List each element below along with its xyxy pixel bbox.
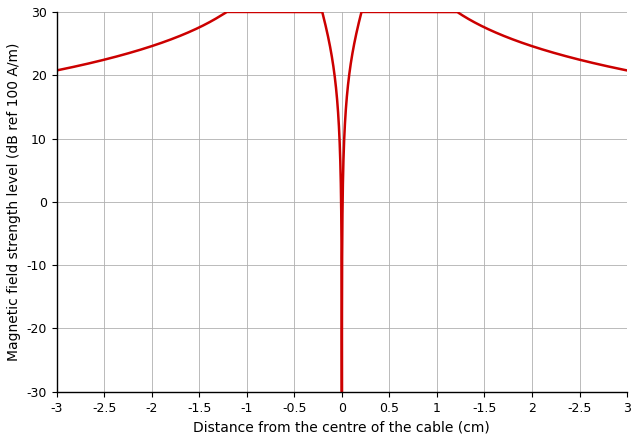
X-axis label: Distance from the centre of the cable (cm): Distance from the centre of the cable (c… xyxy=(193,420,490,434)
Y-axis label: Magnetic field strength level (dB ref 100 A/m): Magnetic field strength level (dB ref 10… xyxy=(7,43,21,361)
